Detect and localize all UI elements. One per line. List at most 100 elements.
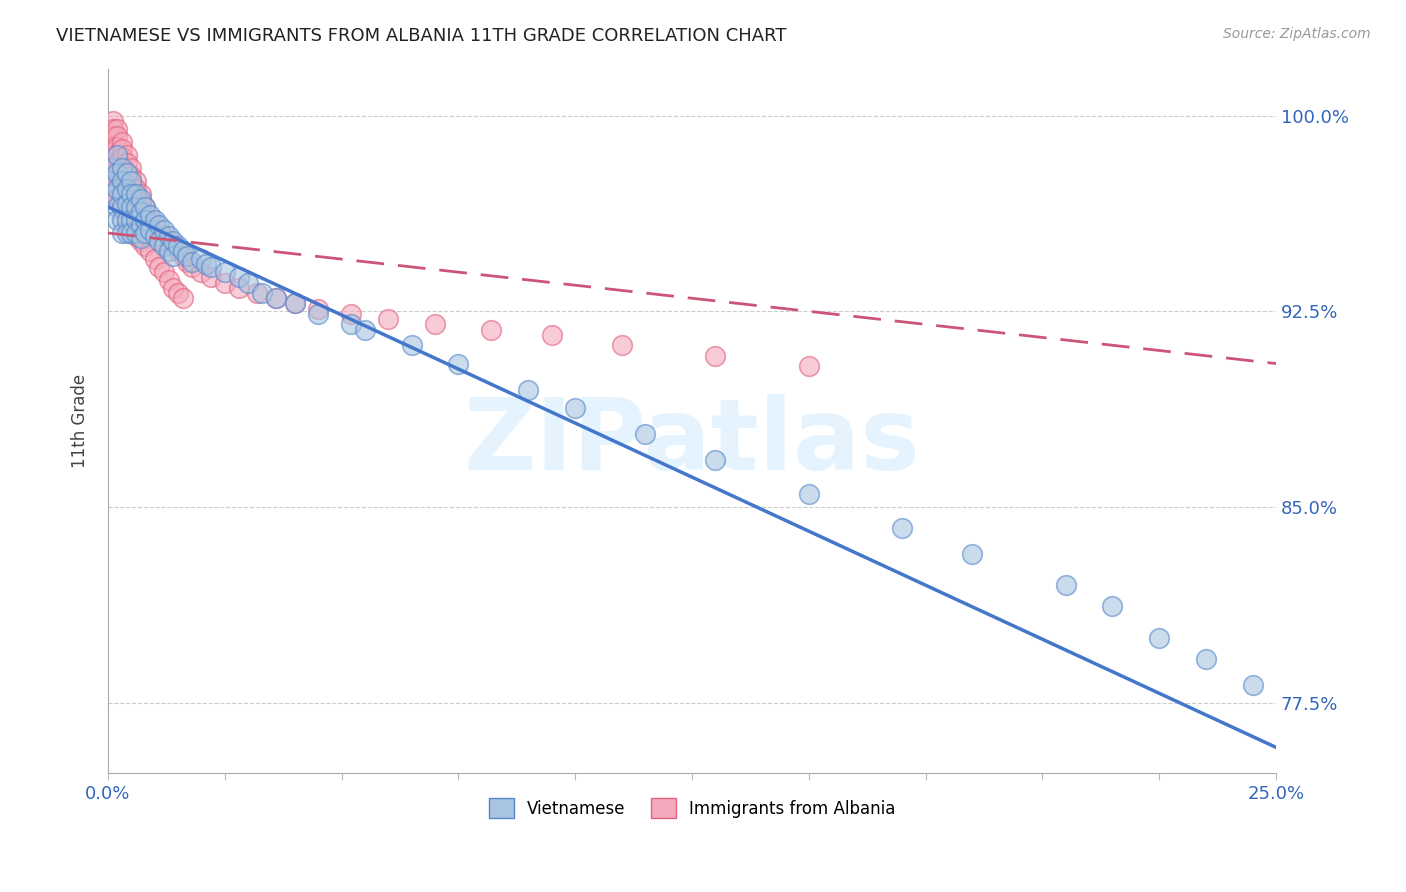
Point [115, 155, 138, 169]
Point [129, 231, 152, 245]
Point [423, 318, 446, 332]
Point [125, 181, 148, 195]
Point [111, 161, 134, 175]
Point [148, 223, 170, 237]
Point [246, 286, 269, 301]
Point [115, 226, 138, 240]
Point [129, 194, 152, 209]
Point [176, 250, 198, 264]
Point [517, 383, 540, 397]
Point [120, 226, 142, 240]
Point [143, 252, 166, 266]
Point [307, 307, 329, 321]
Point [1147, 631, 1170, 645]
Point [181, 254, 204, 268]
Point [1195, 651, 1218, 665]
Point [162, 281, 184, 295]
Point [105, 147, 128, 161]
Point [120, 169, 142, 183]
Point [125, 192, 148, 206]
Point [125, 186, 148, 201]
Point [111, 161, 134, 175]
Point [162, 234, 184, 248]
Point [143, 213, 166, 227]
Point [101, 192, 124, 206]
Point [172, 291, 194, 305]
Point [634, 427, 657, 442]
Point [101, 161, 124, 175]
Point [101, 129, 124, 144]
Point [214, 276, 236, 290]
Point [129, 186, 152, 201]
Point [354, 323, 377, 337]
Point [105, 166, 128, 180]
Point [101, 140, 124, 154]
Point [134, 200, 156, 214]
Point [797, 487, 820, 501]
Point [125, 226, 148, 240]
Point [284, 296, 307, 310]
Point [101, 166, 124, 180]
Point [250, 286, 273, 301]
Point [111, 143, 134, 157]
Point [134, 200, 156, 214]
Point [115, 181, 138, 195]
Point [236, 276, 259, 290]
Text: Source: ZipAtlas.com: Source: ZipAtlas.com [1223, 27, 1371, 41]
Point [139, 244, 162, 259]
Point [120, 223, 142, 237]
Point [307, 301, 329, 316]
Point [105, 192, 128, 206]
Point [115, 174, 138, 188]
Point [1101, 599, 1123, 614]
Point [129, 205, 152, 219]
Point [157, 228, 180, 243]
Point [139, 223, 162, 237]
Point [340, 307, 363, 321]
Point [105, 140, 128, 154]
Point [148, 218, 170, 232]
Point [172, 244, 194, 259]
Y-axis label: 11th Grade: 11th Grade [72, 374, 89, 468]
Point [148, 260, 170, 274]
Point [143, 228, 166, 243]
Point [101, 186, 124, 201]
Point [284, 296, 307, 310]
Point [172, 250, 194, 264]
Point [111, 194, 134, 209]
Point [111, 226, 134, 240]
Point [111, 213, 134, 227]
Point [111, 174, 134, 188]
Point [125, 200, 148, 214]
Point [153, 223, 176, 237]
Point [115, 166, 138, 180]
Point [134, 213, 156, 227]
Point [105, 181, 128, 195]
Point [120, 213, 142, 227]
Point [115, 197, 138, 211]
Point [401, 338, 423, 352]
Point [1054, 578, 1077, 592]
Point [120, 174, 142, 188]
Point [105, 200, 128, 214]
Point [120, 177, 142, 191]
Point [153, 239, 176, 253]
Point [143, 218, 166, 232]
Point [564, 401, 586, 415]
Point [264, 291, 287, 305]
Point [157, 273, 180, 287]
Point [120, 200, 142, 214]
Point [129, 218, 152, 232]
Point [153, 265, 176, 279]
Point [540, 327, 562, 342]
Point [167, 244, 190, 259]
Point [139, 213, 162, 227]
Point [157, 244, 180, 259]
Point [105, 213, 128, 227]
Point [891, 521, 914, 535]
Point [105, 121, 128, 136]
Point [111, 186, 134, 201]
Point [340, 318, 363, 332]
Point [111, 200, 134, 214]
Legend: Vietnamese, Immigrants from Albania: Vietnamese, Immigrants from Albania [482, 791, 901, 825]
